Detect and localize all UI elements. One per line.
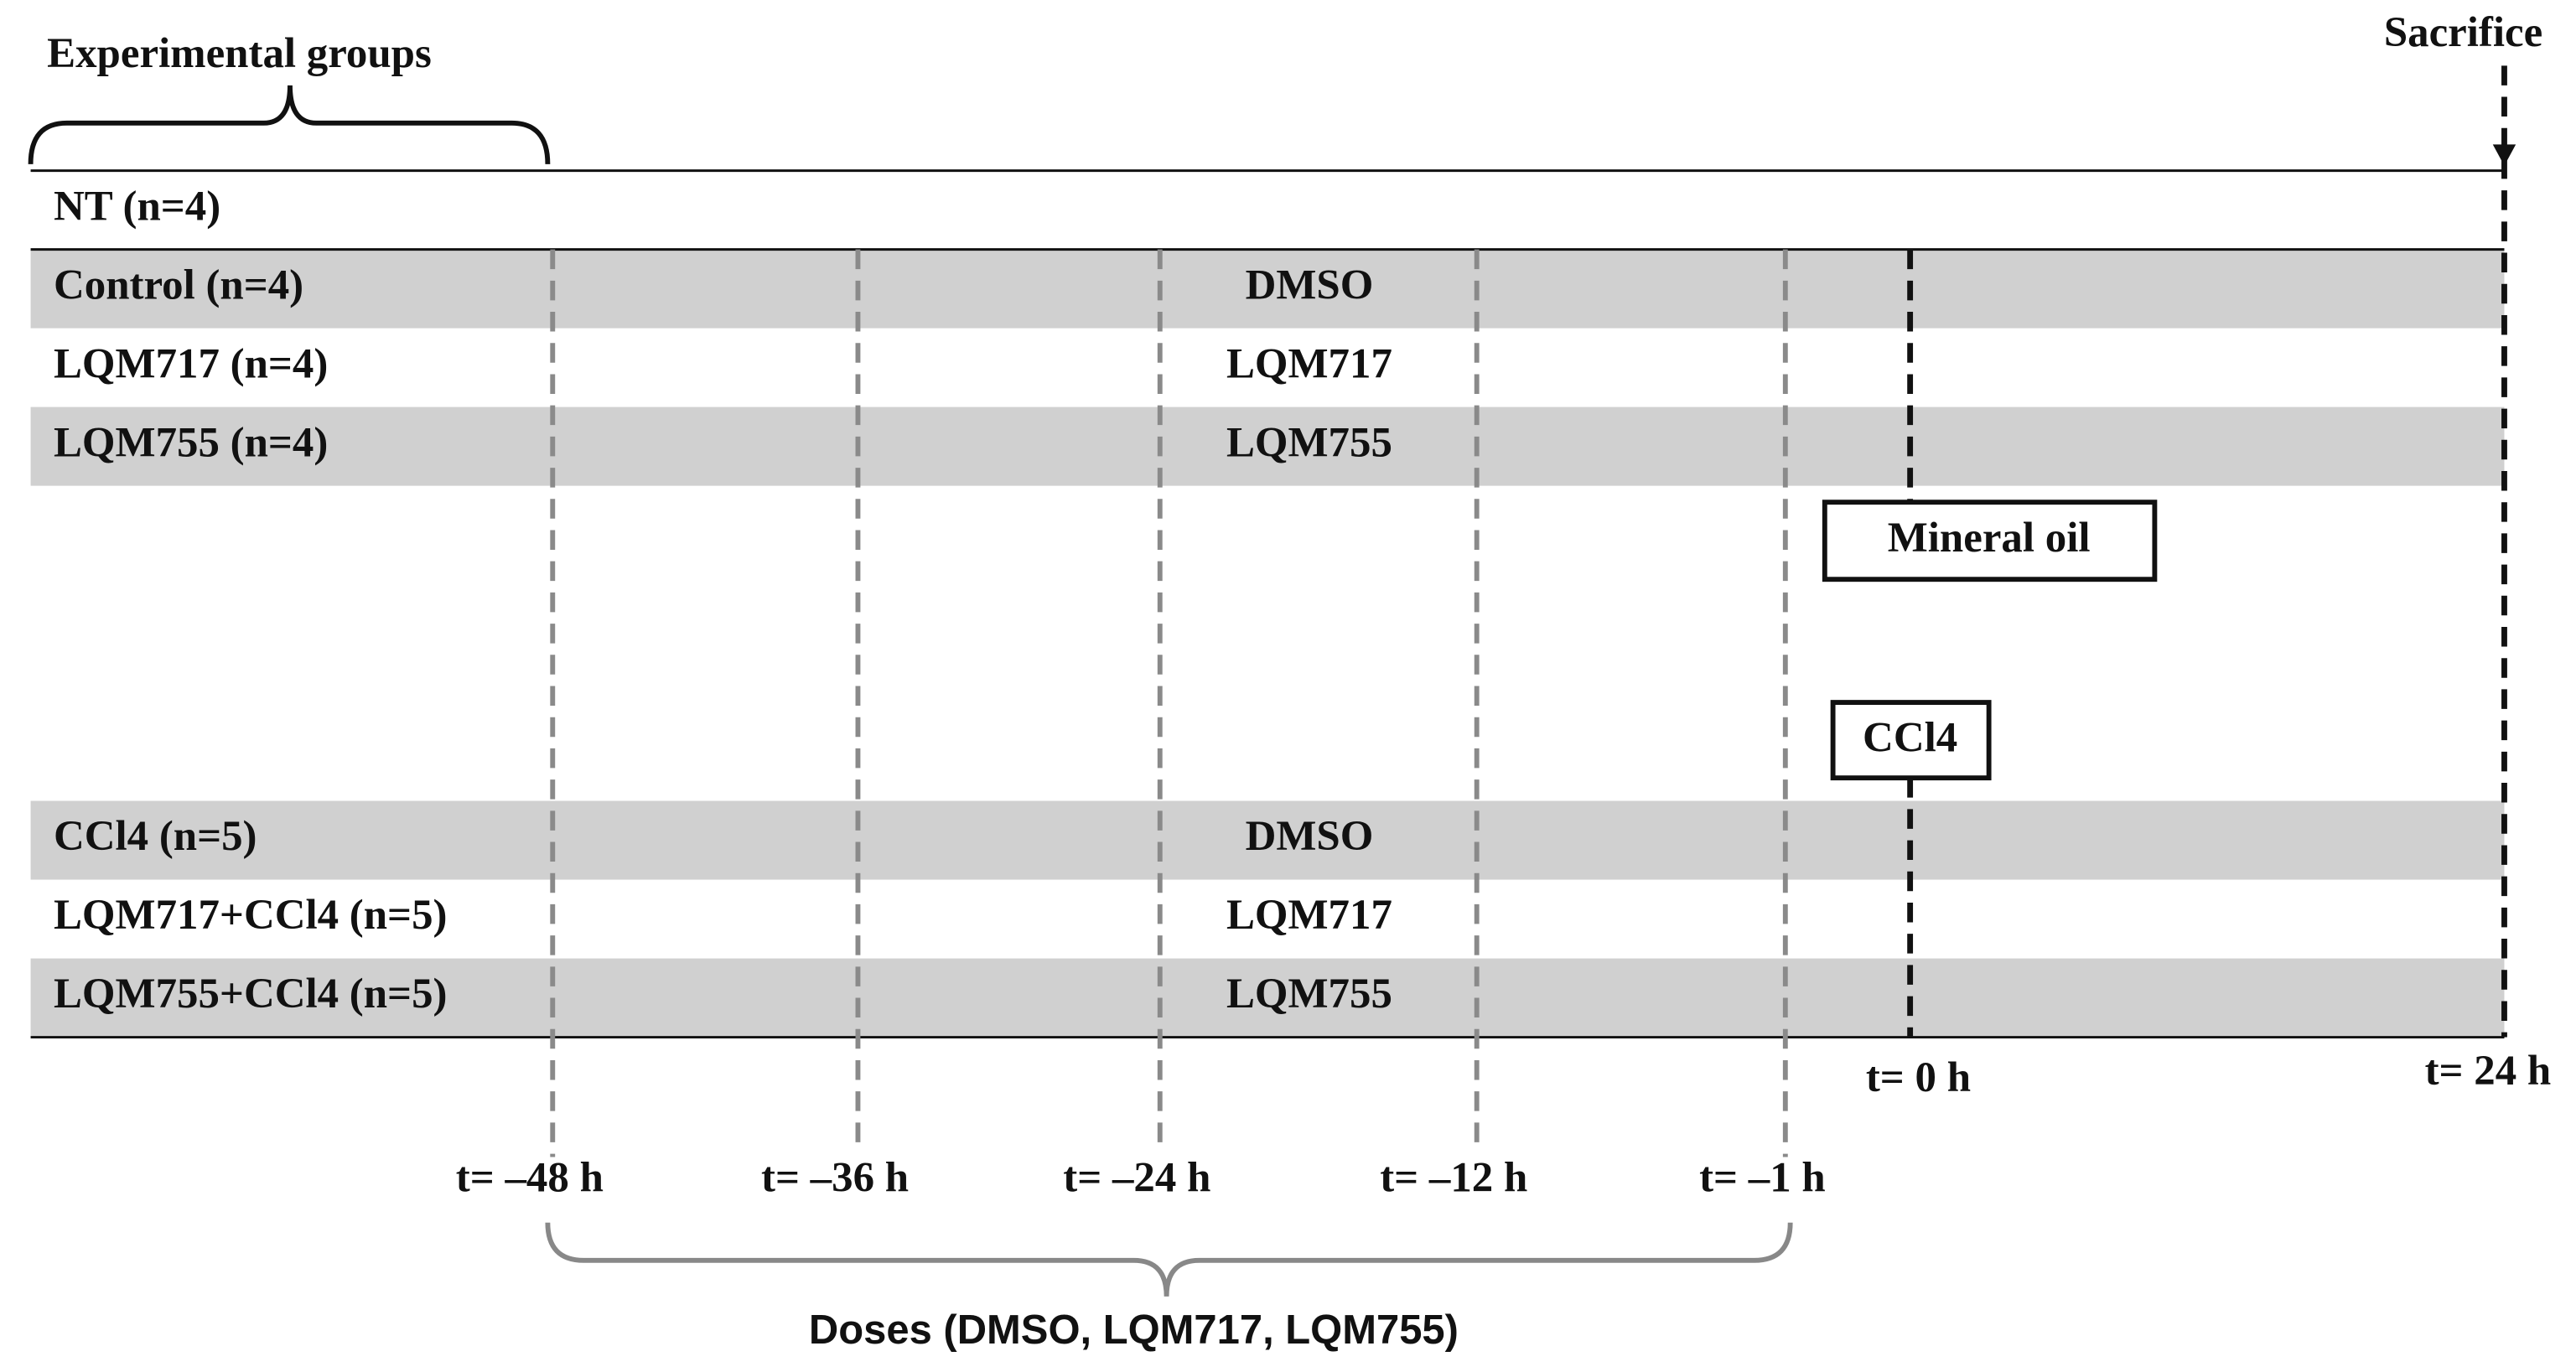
sacrifice-arrow xyxy=(2492,144,2516,166)
treatment-label: LQM755 xyxy=(1226,971,1392,1017)
group-label: NT (n=4) xyxy=(54,183,220,230)
row-band xyxy=(30,958,2505,1038)
time-label: t= –12 h xyxy=(1380,1155,1527,1202)
row-band xyxy=(30,249,2505,329)
treatment-label: LQM755 xyxy=(1226,419,1392,466)
sacrifice-label: Sacrifice xyxy=(2384,9,2542,56)
row-band xyxy=(30,800,2505,880)
group-label: LQM717 (n=4) xyxy=(54,340,328,387)
doses-label: Doses (DMSO, LQM717, LQM755) xyxy=(809,1307,1459,1353)
group-label: Control (n=4) xyxy=(54,261,303,308)
group-label: LQM755 (n=4) xyxy=(54,419,328,466)
treatment-label: LQM717 xyxy=(1226,340,1392,387)
dose-brace xyxy=(545,1222,1793,1297)
group-label: LQM717+CCl4 (n=5) xyxy=(54,892,447,939)
time-label: t= 24 h xyxy=(2425,1048,2552,1095)
time-label: t= 0 h xyxy=(1866,1054,1971,1101)
row-band xyxy=(30,406,2505,486)
inducer-label: Mineral oil xyxy=(1888,515,2091,562)
title: Experimental groups xyxy=(47,30,432,77)
treatment-label: LQM717 xyxy=(1226,892,1392,939)
group-brace xyxy=(28,85,551,164)
inducer-box xyxy=(1822,500,2158,582)
time-label: t= –48 h xyxy=(456,1155,604,1202)
inducer-label: CCl4 xyxy=(1863,715,1957,762)
time-label: t= –36 h xyxy=(761,1155,909,1202)
time-label: t= –24 h xyxy=(1063,1155,1210,1202)
treatment-label: DMSO xyxy=(1246,813,1374,860)
group-label: LQM755+CCl4 (n=5) xyxy=(54,971,447,1017)
time-label: t= –1 h xyxy=(1699,1155,1826,1202)
group-label: CCl4 (n=5) xyxy=(54,813,257,860)
treatment-label: DMSO xyxy=(1246,261,1374,308)
inducer-box xyxy=(1830,700,1992,781)
